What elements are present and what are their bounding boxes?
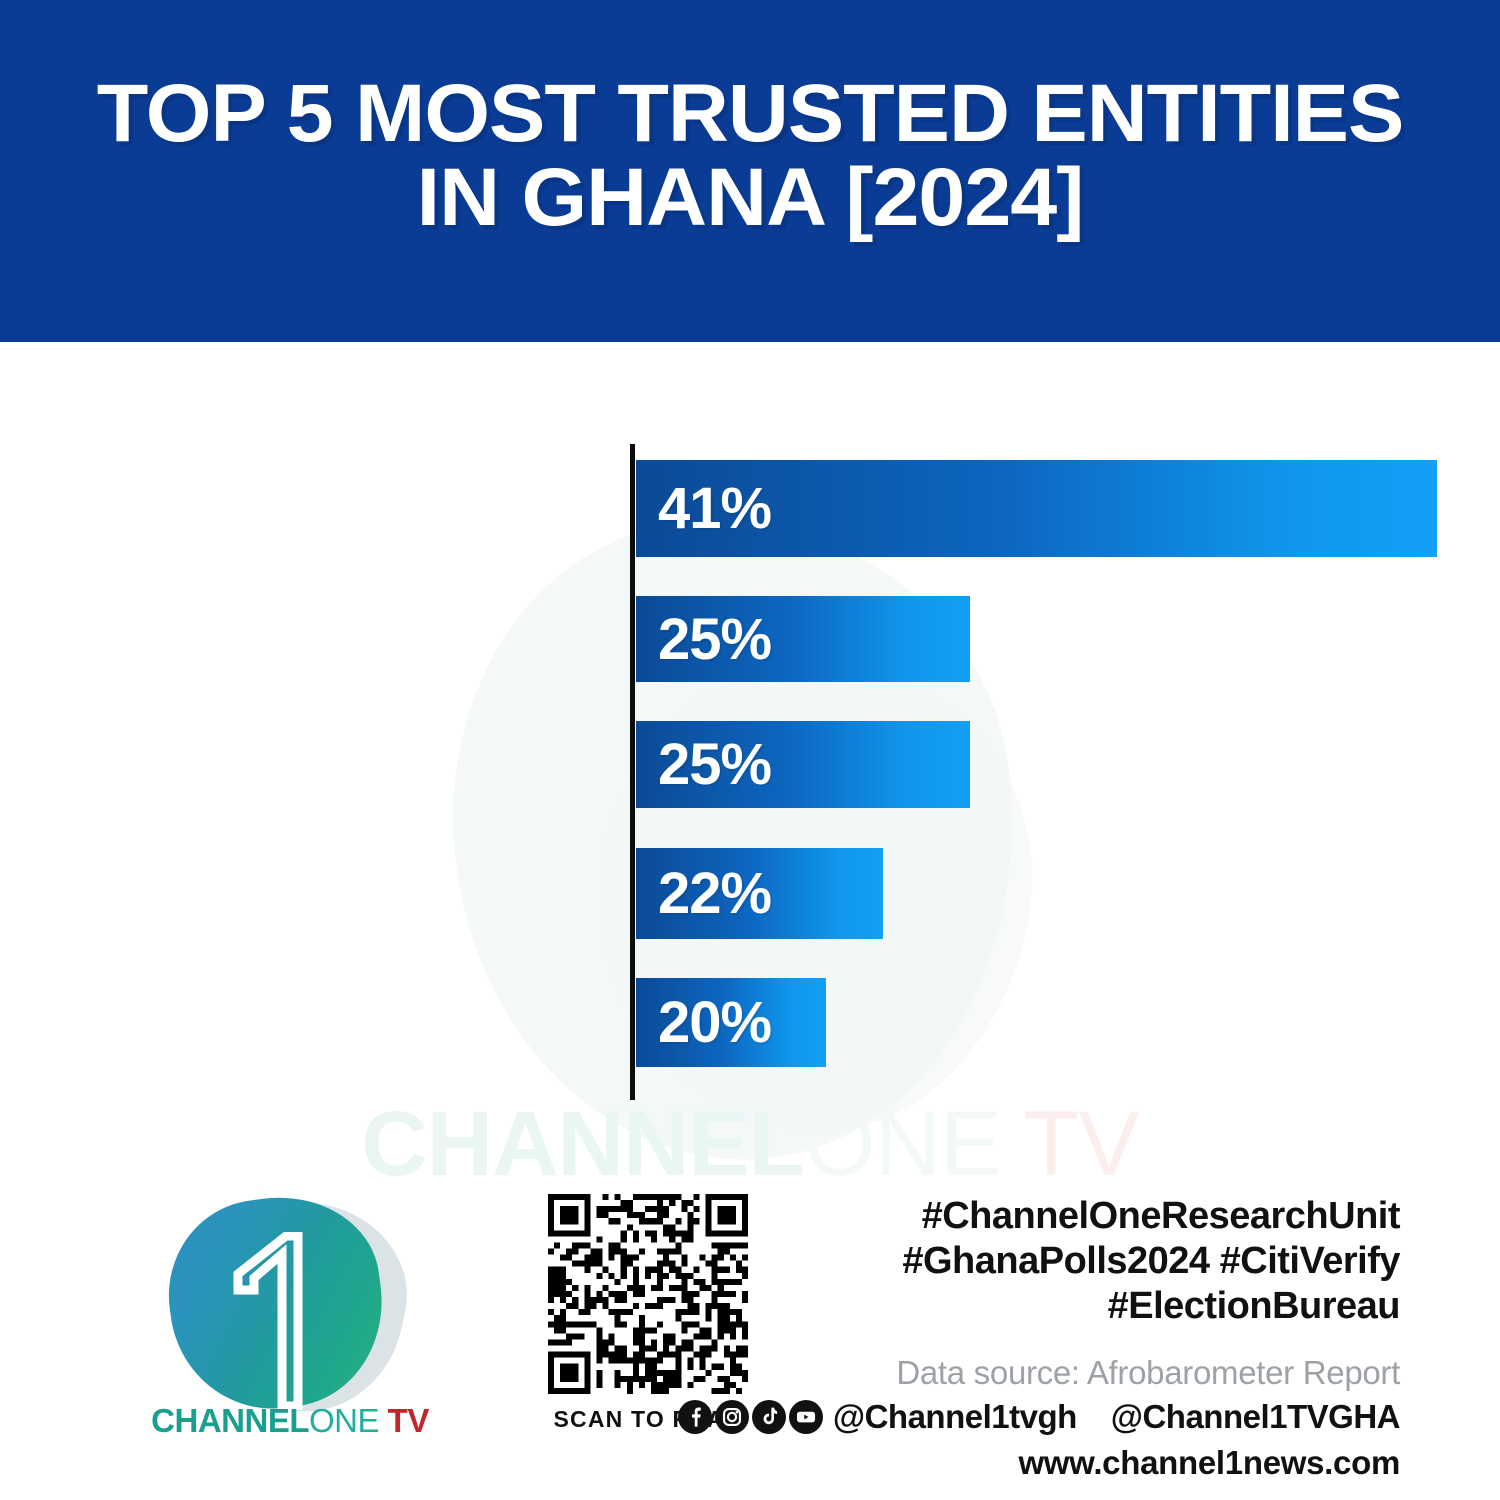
bar-2: 25% xyxy=(636,721,970,808)
social-handle-x[interactable]: @Channel1TVGHA xyxy=(1110,1398,1401,1436)
youtube-icon[interactable] xyxy=(788,1400,823,1435)
page-title: TOP 5 MOST TRUSTED ENTITIES IN GHANA [20… xyxy=(96,68,1405,243)
footer: CHANNELONE TV SCAN TO READ #ChannelOneRe… xyxy=(0,1180,1500,1500)
bar-value-4: 20% xyxy=(658,990,772,1055)
channel-one-logo: CHANNELONE TV xyxy=(140,1182,440,1440)
logo-text-part-1: CHANNEL xyxy=(151,1402,309,1439)
logo-text-part-2: ONE xyxy=(308,1402,380,1439)
bar-1: 25% xyxy=(636,596,970,682)
social-handles-row: @Channel1tvgh @Channel1TVGHA xyxy=(677,1398,1401,1436)
bar-3: 22% xyxy=(636,848,883,939)
logo-text-part-3: TV xyxy=(379,1402,430,1439)
qr-code-image[interactable] xyxy=(548,1194,748,1394)
watermark-part-1: CHANNEL xyxy=(361,1093,805,1195)
footer-info: #ChannelOneResearchUnit #GhanaPolls2024 … xyxy=(677,1194,1401,1482)
social-icon-group xyxy=(677,1400,823,1435)
watermark-part-3: TV xyxy=(1000,1093,1140,1195)
logo-numeral-one-icon xyxy=(233,1232,303,1410)
bar-4: 20% xyxy=(636,978,826,1067)
hashtags: #ChannelOneResearchUnit #GhanaPolls2024 … xyxy=(902,1195,1400,1327)
facebook-icon[interactable] xyxy=(677,1400,712,1435)
qr-code-block[interactable]: SCAN TO READ xyxy=(548,1194,760,1444)
bar-value-0: 41% xyxy=(658,476,772,541)
channel-watermark: CHANNELONE TV xyxy=(0,1092,1500,1197)
tiktok-icon[interactable] xyxy=(751,1400,786,1435)
bar-value-1: 25% xyxy=(658,606,772,672)
header-banner: TOP 5 MOST TRUSTED ENTITIES IN GHANA [20… xyxy=(0,0,1500,342)
website-url[interactable]: www.channel1news.com xyxy=(1018,1444,1400,1482)
data-source-label: Data source: Afrobarometer Report xyxy=(896,1354,1400,1392)
bar-0: 41% xyxy=(636,460,1437,557)
instagram-icon[interactable] xyxy=(714,1400,749,1435)
social-handle-main[interactable]: @Channel1tvgh xyxy=(832,1398,1077,1436)
watermark-part-2: ONE xyxy=(803,1093,1001,1195)
bar-value-2: 25% xyxy=(658,732,772,797)
bar-value-3: 22% xyxy=(658,861,772,926)
chart-axis-line xyxy=(630,444,635,1100)
logo-wordmark: CHANNELONE TV xyxy=(140,1402,440,1440)
